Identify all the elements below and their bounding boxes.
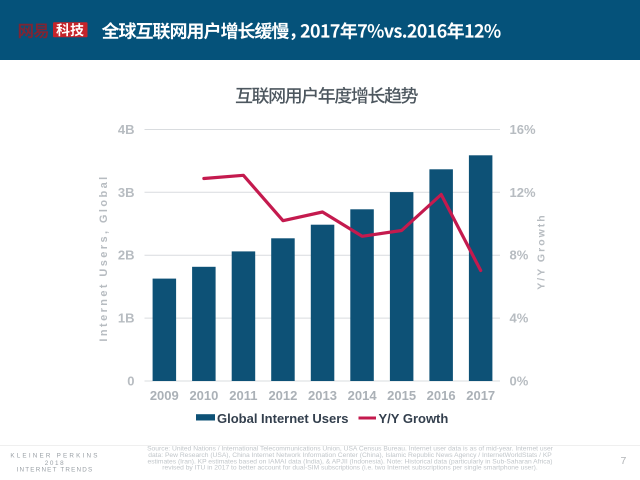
svg-text:data: Pew Research (USA), Chin: data: Pew Research (USA), China Internet… [148, 452, 552, 459]
svg-text:2018: 2018 [45, 460, 65, 467]
svg-text:KLEINER PERKINS: KLEINER PERKINS [10, 453, 99, 460]
svg-text:3B: 3B [118, 185, 135, 200]
svg-text:2014: 2014 [348, 388, 378, 403]
svg-text:2B: 2B [118, 248, 135, 263]
svg-text:16%: 16% [510, 122, 536, 137]
svg-text:2015: 2015 [387, 388, 416, 403]
svg-text:2017: 2017 [466, 388, 495, 403]
svg-text:2009: 2009 [150, 388, 179, 403]
svg-text:Global Internet Users: Global Internet Users [217, 411, 348, 426]
svg-text:Y/Y Growth: Y/Y Growth [379, 411, 449, 426]
svg-text:0: 0 [127, 374, 134, 389]
svg-text:2011: 2011 [229, 388, 257, 403]
svg-text:8%: 8% [510, 248, 529, 263]
svg-text:estimates (Iran). KP estimates: estimates (Iran). KP estimates based on … [147, 458, 552, 465]
svg-text:revised by ITU in 2017 to bett: revised by ITU in 2017 to better account… [162, 465, 538, 472]
svg-text:2012: 2012 [268, 388, 297, 403]
svg-text:Internet Users, Global: Internet Users, Global [98, 174, 110, 341]
svg-text:4%: 4% [510, 311, 529, 326]
svg-text:2013: 2013 [308, 388, 337, 403]
svg-text:7: 7 [621, 455, 627, 467]
svg-text:4B: 4B [118, 122, 135, 137]
svg-text:0%: 0% [510, 374, 529, 389]
svg-text:INTERNET TRENDS: INTERNET TRENDS [17, 467, 94, 474]
svg-text:Y/Y Growth: Y/Y Growth [536, 213, 548, 289]
svg-text:1B: 1B [118, 311, 135, 326]
svg-text:Source: United Nations / Inter: Source: United Nations / International T… [147, 446, 554, 453]
svg-text:2016: 2016 [427, 388, 456, 403]
svg-text:12%: 12% [510, 185, 536, 200]
svg-text:2010: 2010 [189, 388, 218, 403]
